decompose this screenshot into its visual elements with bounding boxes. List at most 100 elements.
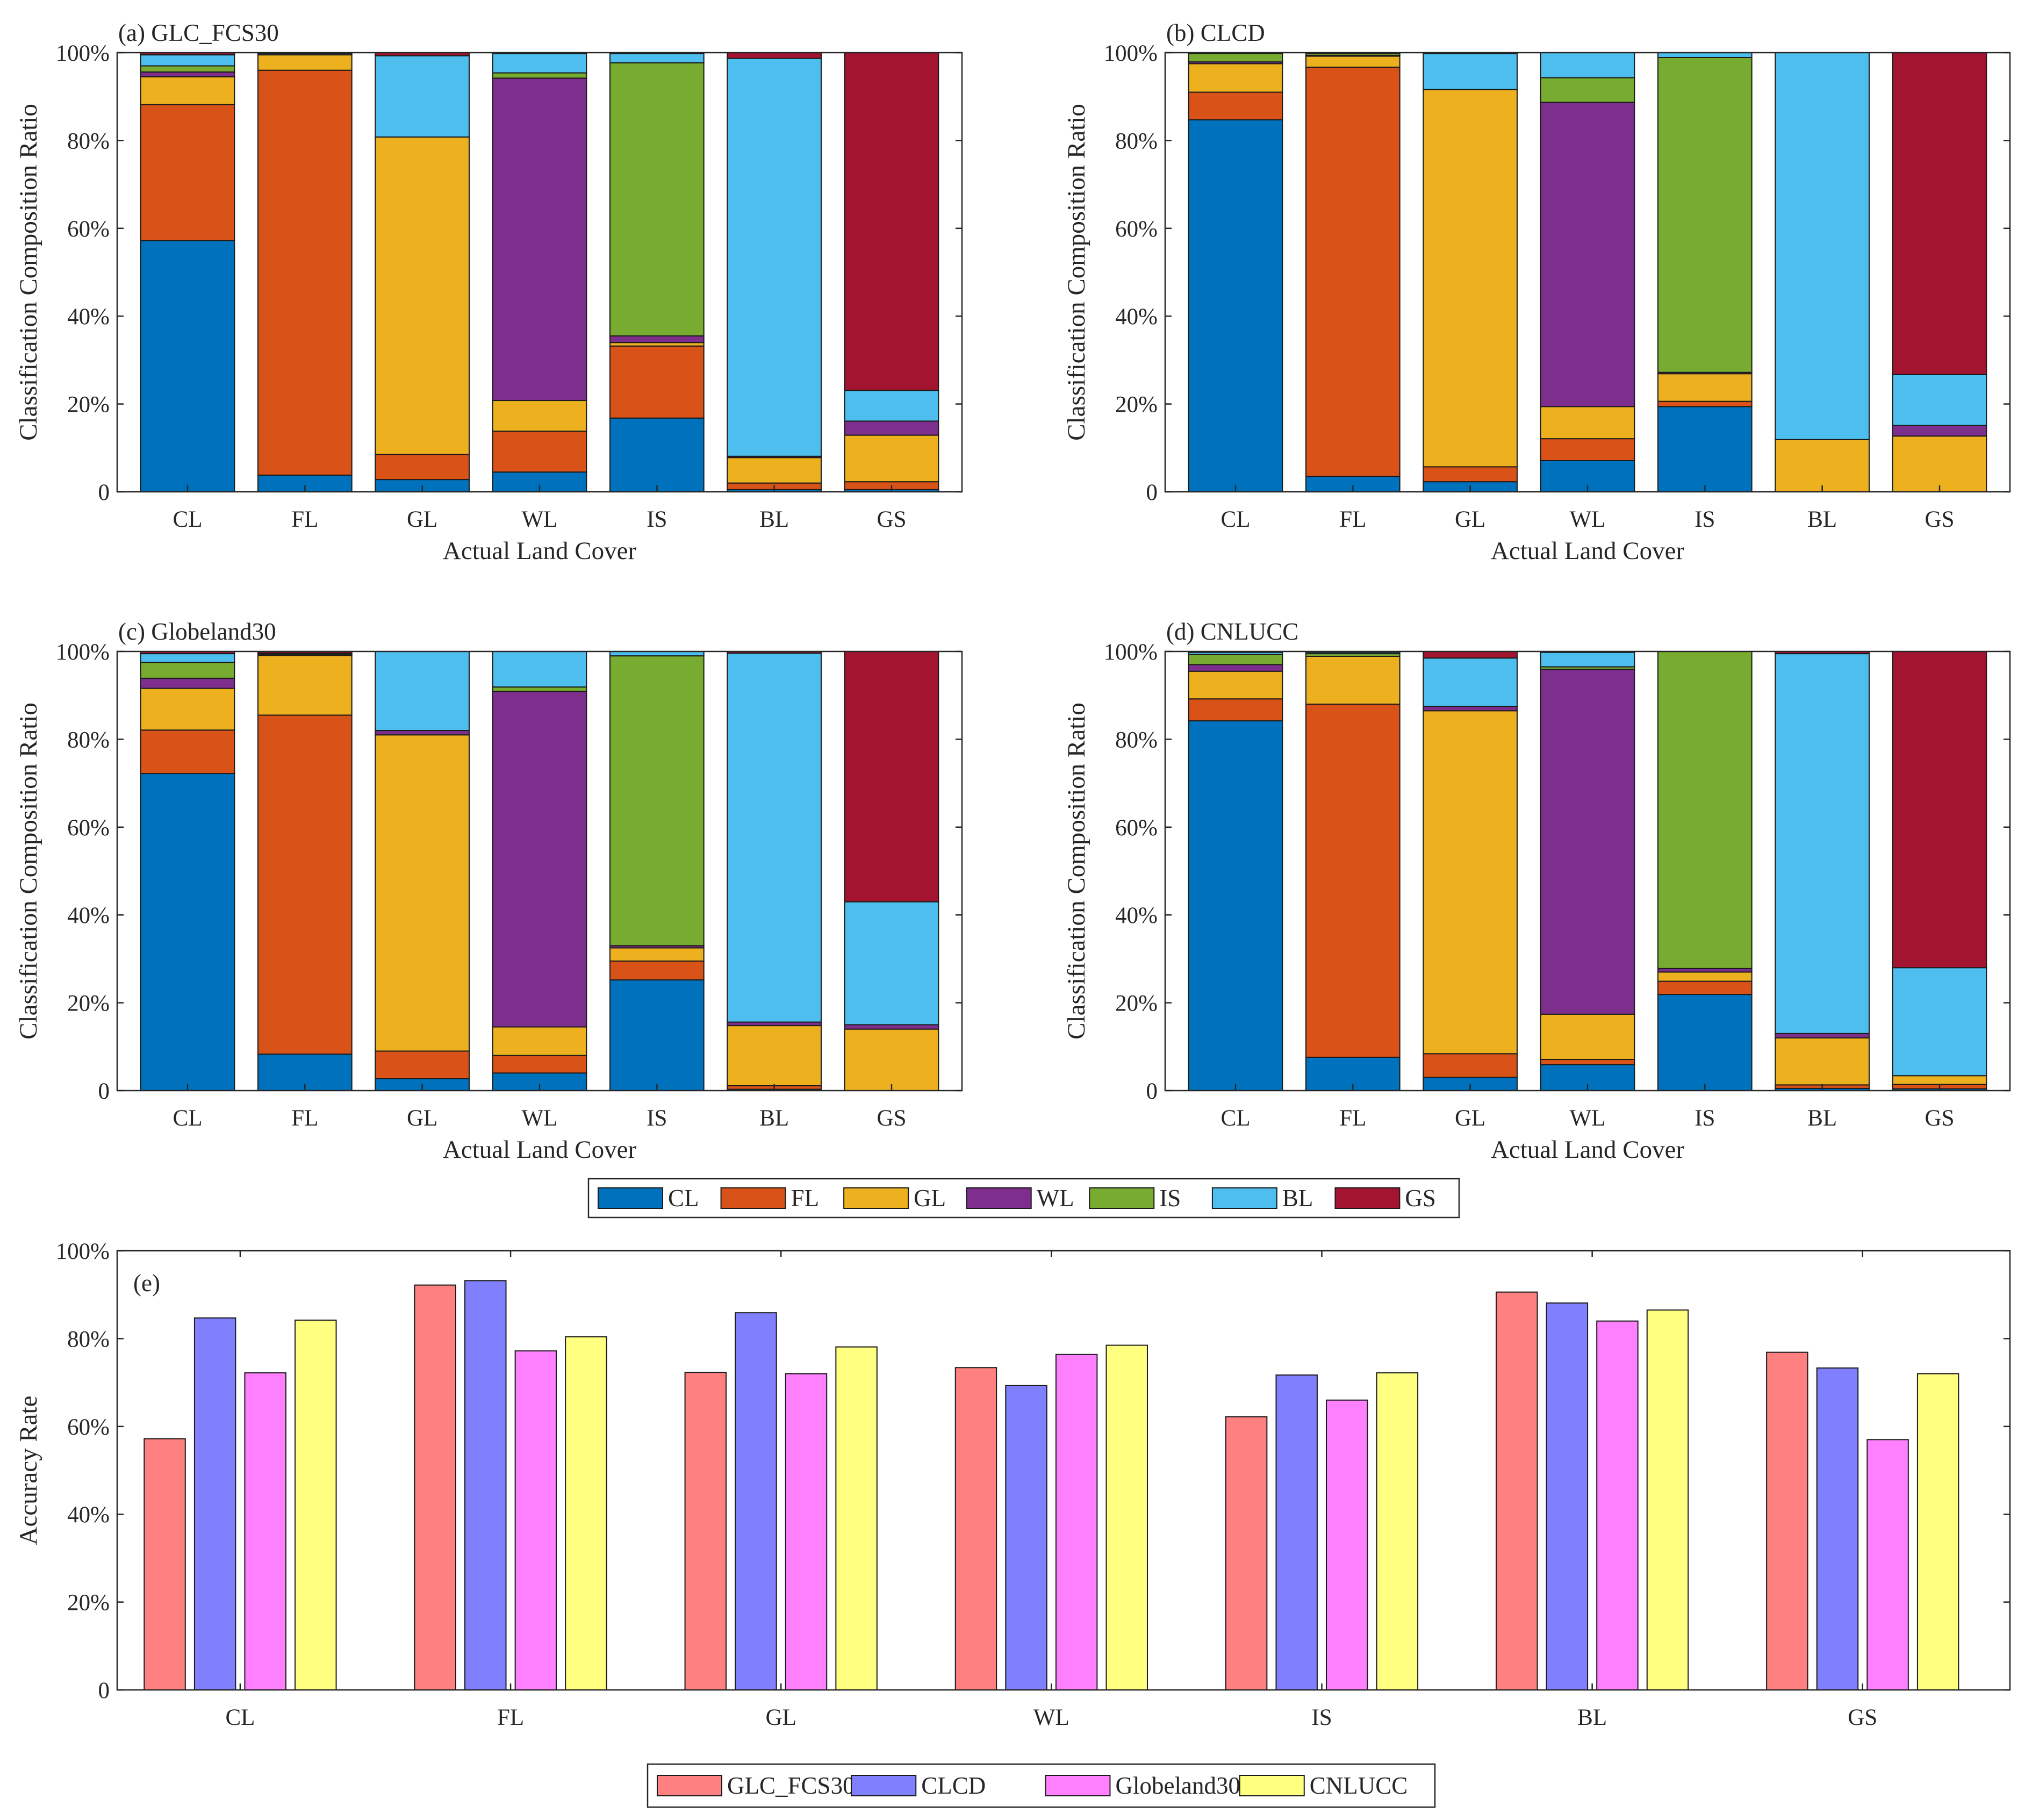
bar-segment-cl-is — [140, 65, 235, 73]
x-tick-label-bl: BL — [759, 507, 789, 532]
bar-segment-is-bl — [1657, 52, 1753, 58]
bar-segment-gl-gl — [375, 136, 470, 455]
bar-gl-clcd — [735, 1312, 777, 1690]
y-tick-label: 100% — [56, 1239, 110, 1264]
bar-segment-cl-gl — [1188, 63, 1283, 93]
bar-segment-is-gl — [1657, 373, 1753, 402]
bar-segment-gs-gs — [1892, 651, 1987, 969]
x-tick-label-bl: BL — [1577, 1705, 1607, 1730]
bar-segment-is-fl — [609, 960, 705, 981]
x-tick-label-gs: GS — [1848, 1705, 1877, 1730]
bar-segment-wl-fl — [1540, 438, 1635, 461]
bar-segment-gs-wl — [844, 420, 939, 436]
legend-entry-fl: FL — [720, 1185, 820, 1212]
bar-segment-gs-bl — [1892, 374, 1987, 426]
bar-segment-wl-bl — [1540, 52, 1635, 78]
legend-entry-glc-fcs30: GLC_FCS30 — [657, 1772, 855, 1799]
bar-segment-cl-wl — [140, 71, 235, 77]
bar-segment-cl-is — [1188, 53, 1283, 63]
legend-swatch — [1239, 1775, 1305, 1796]
y-axis-label: Classification Composition Ratio — [15, 703, 42, 1040]
bar-fl-globeland30 — [514, 1350, 557, 1690]
bar-segment-wl-wl — [492, 77, 587, 402]
panel-d-cnlucc: 0 20% 40% 60% 80% 100% Classification Composit… — [1062, 618, 2011, 1164]
bar-segment-wl-wl — [1540, 669, 1635, 1015]
bar-segment-gl-gl — [375, 734, 470, 1052]
bar-segment-gs-gl — [1892, 1075, 1987, 1085]
bar-segment-is-gl — [609, 947, 705, 962]
bar-gs-clcd — [1816, 1367, 1859, 1690]
y-tick-label: 60% — [1115, 217, 1158, 242]
bar-bl-globeland30 — [1596, 1320, 1639, 1690]
bar-segment-gl-fl — [375, 1050, 470, 1079]
bar-segment-cl-wl — [1188, 664, 1283, 672]
bar-segment-gl-bl — [1423, 53, 1518, 90]
bar-segment-is-fl — [1657, 400, 1753, 407]
legend-products: GLC_FCS30 CLCD Globeland30 CNLUCC — [647, 1763, 1436, 1808]
panel-title: (c) Globeland30 — [118, 618, 276, 645]
bar-segment-bl-bl — [727, 653, 822, 1023]
bar-segment-is-fl — [609, 345, 705, 419]
x-tick-label-gl: GL — [1455, 1106, 1485, 1131]
x-tick-label-gl: GL — [407, 1106, 437, 1131]
bar-segment-fl-gl — [1305, 55, 1401, 68]
legend-entry-is: IS — [1089, 1185, 1181, 1212]
legend-label: Globeland30 — [1116, 1772, 1240, 1799]
bar-fl-glc-fcs30 — [414, 1284, 456, 1691]
y-tick-label: 20% — [67, 1590, 110, 1616]
y-tick-label: 40% — [1115, 903, 1158, 928]
bar-segment-gs-bl — [844, 390, 939, 422]
bar-segment-cl-fl — [1188, 698, 1283, 722]
x-tick-label-gs: GS — [877, 507, 907, 532]
bar-segment-wl-fl — [492, 1055, 587, 1074]
bar-segment-gs-gs — [844, 52, 939, 391]
legend-label: CLCD — [921, 1772, 986, 1799]
y-tick-label: 40% — [1115, 304, 1158, 329]
bar-segment-bl-bl — [1775, 52, 1870, 440]
bar-segment-gs-bl — [844, 901, 939, 1026]
bar-segment-gl-gs — [1423, 651, 1518, 659]
x-tick-label-gl: GL — [1455, 507, 1485, 532]
bar-segment-gs-gl — [1892, 435, 1987, 493]
y-tick-label: 80% — [1115, 727, 1158, 753]
bar-segment-gs-gl — [844, 1028, 939, 1091]
legend-land-cover-classes: CL FL GL WL IS BL GS — [587, 1178, 1460, 1219]
y-tick-label: 20% — [1115, 392, 1158, 418]
legend-entry-globeland30: Globeland30 — [1045, 1772, 1240, 1799]
x-tick-label-gs: GS — [1925, 1106, 1955, 1131]
bar-segment-is-bl — [609, 53, 705, 63]
x-tick-label-wl: WL — [1570, 1106, 1606, 1131]
bar-segment-cl-gl — [140, 687, 235, 731]
legend-swatch — [598, 1187, 663, 1209]
bar-gl-glc-fcs30 — [684, 1372, 727, 1691]
bar-segment-fl-fl — [257, 714, 353, 1055]
y-tick-label: 0 — [98, 480, 110, 505]
legend-label: IS — [1159, 1185, 1181, 1212]
x-tick-label-cl: CL — [1221, 1106, 1251, 1131]
legend-label: CNLUCC — [1310, 1772, 1408, 1799]
bar-segment-gl-fl — [1423, 1053, 1518, 1078]
bar-segment-cl-cl — [1188, 720, 1283, 1092]
bar-segment-wl-fl — [492, 431, 587, 473]
y-tick-label: 100% — [1104, 640, 1158, 665]
bar-segment-fl-fl — [1305, 704, 1401, 1058]
y-tick-label: 100% — [1104, 41, 1158, 66]
legend-label: GL — [914, 1185, 946, 1212]
legend-label: WL — [1037, 1185, 1074, 1212]
bar-gl-cnlucc — [835, 1346, 878, 1691]
bar-wl-glc-fcs30 — [954, 1367, 997, 1690]
bar-segment-wl-fl — [1540, 1058, 1635, 1065]
x-tick-label-bl: BL — [1807, 507, 1837, 532]
bar-segment-cl-bl — [140, 54, 235, 67]
x-axis-label: Actual Land Cover — [443, 537, 637, 565]
y-tick-label: 60% — [67, 217, 110, 242]
bar-segment-cl-cl — [1188, 119, 1283, 493]
y-tick-label: 80% — [67, 1327, 110, 1352]
legend-label: BL — [1282, 1185, 1313, 1212]
bar-segment-is-gl — [1657, 971, 1753, 982]
legend-label: FL — [791, 1185, 820, 1212]
panel-title: (d) CNLUCC — [1166, 618, 1298, 645]
bar-bl-clcd — [1546, 1302, 1589, 1690]
x-tick-label-gl: GL — [407, 507, 437, 532]
